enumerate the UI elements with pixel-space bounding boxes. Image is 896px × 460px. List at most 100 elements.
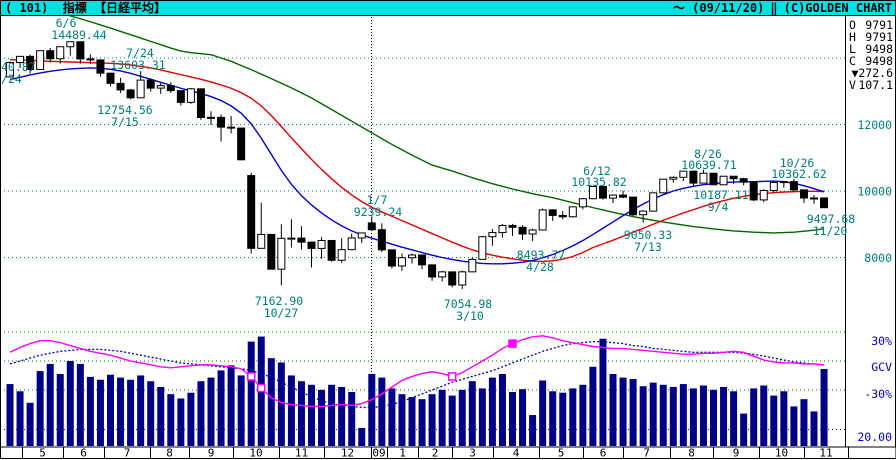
volume-bar	[46, 363, 54, 446]
price-annotation: 10639.71	[681, 158, 736, 172]
x-axis-month-label: 9	[733, 447, 740, 460]
candle-body	[468, 258, 477, 273]
candle-body	[749, 181, 758, 201]
volume-bar	[177, 398, 185, 446]
volume-bar	[247, 341, 255, 446]
volume-bar	[167, 394, 175, 446]
volume-bar	[76, 363, 84, 446]
x-axis-month-label: 09	[372, 447, 385, 460]
x-axis-month-label: 6	[80, 447, 87, 460]
price-annotation: 10/27	[264, 306, 299, 320]
candle-body	[789, 181, 798, 191]
volume-bars-layer	[6, 336, 828, 446]
ohlc-readout-key: C	[849, 54, 856, 68]
ohlc-readout-value: 107.1	[858, 78, 893, 92]
volume-bar	[197, 381, 205, 446]
volume-bar	[720, 386, 728, 446]
candle-body	[257, 233, 266, 249]
candle-body	[478, 236, 487, 260]
volume-bar	[86, 376, 94, 446]
volume-bar	[539, 380, 547, 446]
volume-bar	[790, 406, 798, 446]
volume-bar	[107, 374, 114, 446]
price-annotation: 14489.44	[51, 28, 106, 42]
volume-bar	[478, 388, 486, 446]
price-annotation: 6/12	[583, 164, 611, 178]
candle-body	[669, 176, 678, 180]
volume-bar	[127, 379, 135, 446]
candle-body	[428, 264, 437, 278]
price-annotation: 1/7	[367, 193, 388, 207]
volume-bar	[388, 388, 396, 446]
price-annotation: 9050.33	[624, 228, 673, 242]
candle-body	[438, 271, 447, 278]
volume-bar	[368, 374, 376, 446]
candle-body	[16, 55, 25, 64]
volume-bar	[689, 388, 697, 446]
volume-bar	[428, 394, 436, 446]
candle-body	[377, 229, 386, 251]
candle-body	[186, 88, 195, 103]
candle-body	[176, 90, 185, 103]
candle-body	[166, 85, 175, 92]
volume-bar	[217, 370, 225, 446]
x-axis-month-label: 9	[208, 447, 215, 460]
volume-bar	[408, 397, 416, 446]
candle-body	[387, 249, 396, 267]
x-axis-month-label: 5	[39, 447, 46, 460]
volume-bar	[318, 389, 326, 446]
ohlc-readout-key: V	[849, 78, 856, 92]
price-annotation: 10187.11	[693, 188, 748, 202]
gcv-signal-marker	[508, 339, 517, 348]
candle-body	[247, 175, 256, 249]
candle-body	[96, 59, 105, 74]
price-annotation: 7/24	[126, 46, 154, 60]
gcv-magenta-line	[9, 335, 825, 408]
ohlc-readout-key: H	[849, 30, 856, 44]
candle-body	[317, 239, 326, 249]
candle-body	[46, 50, 55, 60]
price-axis-label: 12000	[857, 118, 892, 132]
price-annotation: 7/15	[111, 115, 139, 129]
candle-body	[26, 55, 35, 70]
date-range-label: ～ (09/11/20)	[672, 1, 765, 15]
candle-body	[679, 170, 688, 178]
x-axis-month-label: 10	[249, 447, 262, 460]
x-axis-month-label: 7	[643, 447, 650, 460]
volume-axis-label: 20.00	[857, 430, 892, 444]
price-annotation: 40.87	[1, 60, 36, 74]
ohlc-readout-value: 9791	[865, 18, 893, 32]
volume-bar	[760, 385, 768, 446]
candle-body	[56, 46, 65, 60]
volume-bar	[770, 395, 778, 446]
price-annotation: 7162.90	[255, 294, 304, 308]
volume-bar	[820, 368, 828, 446]
candle-body	[729, 175, 738, 180]
volume-bar	[629, 379, 637, 446]
candle-body	[297, 237, 306, 243]
volume-bar	[559, 392, 567, 446]
x-axis-month-label: 1	[399, 447, 406, 460]
gcv-signal-marker	[246, 372, 256, 381]
candle-body	[6, 62, 14, 78]
candle-body	[498, 224, 507, 234]
volume-bar	[810, 411, 818, 446]
volume-bar	[639, 386, 647, 446]
volume-bar	[679, 384, 687, 446]
volume-bar	[800, 399, 808, 446]
candle-body	[116, 82, 125, 91]
x-axis-row	[0, 446, 896, 459]
copyright-label: (C)GOLDEN CHART	[783, 1, 892, 15]
candle-body	[799, 189, 808, 199]
candle-body	[156, 85, 165, 89]
candle-body	[558, 214, 567, 218]
candle-body	[588, 185, 597, 200]
volume-bar	[529, 415, 537, 446]
candle-body	[639, 210, 648, 216]
ohlc-readout-key: O	[849, 18, 856, 32]
candle-body	[146, 79, 155, 89]
volume-bar	[549, 391, 557, 446]
volume-bar	[418, 399, 426, 446]
